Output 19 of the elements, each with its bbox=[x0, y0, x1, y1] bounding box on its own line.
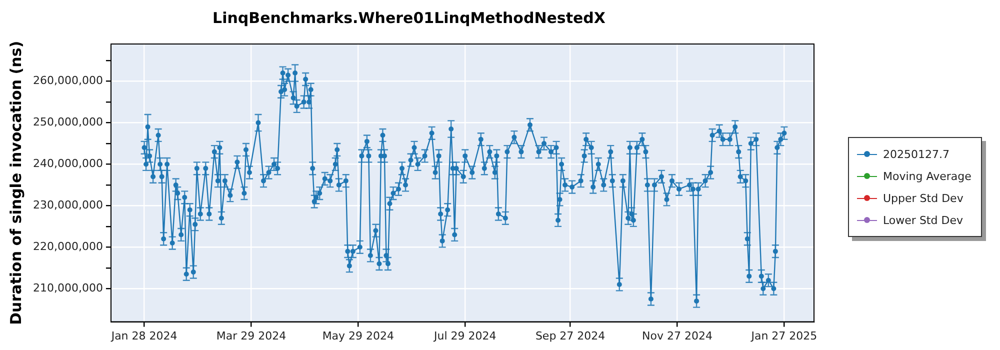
y-tick-label: 220,000,000 bbox=[32, 240, 103, 254]
x-tick-label: Nov 27 2024 bbox=[642, 329, 712, 342]
x-tick-label: Mar 29 2024 bbox=[216, 329, 286, 342]
x-tick-label: May 29 2024 bbox=[322, 329, 394, 342]
legend-label: 20250127.7 bbox=[883, 148, 950, 160]
x-tick-label: Jan 27 2025 bbox=[750, 329, 818, 342]
legend-label: Upper Std Dev bbox=[883, 192, 964, 204]
y-tick-label: 210,000,000 bbox=[32, 281, 103, 294]
y-tick-label: 260,000,000 bbox=[32, 74, 103, 88]
chart-title: LinqBenchmarks.Where01LinqMethodNestedX bbox=[212, 8, 606, 27]
x-tick-label: Jan 28 2024 bbox=[110, 329, 178, 342]
y-axis-title: Duration of single invocation (ns) bbox=[6, 40, 25, 325]
x-tick-label: Sep 27 2024 bbox=[535, 329, 606, 342]
y-tick-label: 230,000,000 bbox=[32, 198, 103, 212]
y-tick-label: 250,000,000 bbox=[32, 116, 103, 129]
legend-label: Moving Average bbox=[883, 170, 972, 182]
x-tick-label: Jul 29 2024 bbox=[432, 329, 496, 342]
y-tick-label: 240,000,000 bbox=[32, 157, 103, 170]
legend-label: Lower Std Dev bbox=[883, 214, 963, 226]
